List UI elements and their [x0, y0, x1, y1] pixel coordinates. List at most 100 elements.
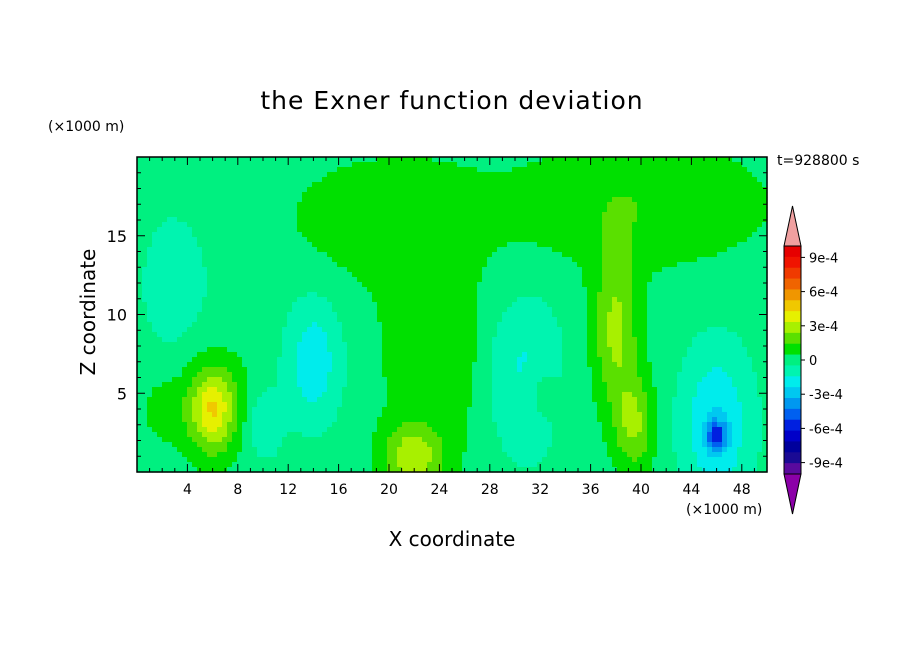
- contour-cell: [367, 202, 373, 208]
- contour-cell: [462, 277, 468, 283]
- contour-cell: [397, 207, 403, 213]
- contour-cell: [582, 197, 588, 203]
- contour-cell: [672, 167, 678, 173]
- contour-cell: [672, 332, 678, 338]
- contour-cell: [197, 267, 203, 273]
- contour-cell: [402, 162, 408, 168]
- contour-cell: [337, 277, 343, 283]
- contour-cell: [172, 282, 178, 288]
- contour-cell: [272, 352, 278, 358]
- contour-cell: [652, 287, 658, 293]
- contour-cell: [172, 172, 178, 178]
- contour-cell: [547, 222, 553, 228]
- contour-cell: [602, 347, 608, 353]
- contour-cell: [677, 162, 683, 168]
- contour-cell: [267, 267, 273, 273]
- contour-cell: [322, 237, 328, 243]
- contour-cell: [527, 287, 533, 293]
- contour-cell: [192, 307, 198, 313]
- contour-cell: [137, 242, 143, 248]
- contour-cell: [672, 212, 678, 218]
- contour-cell: [537, 292, 543, 298]
- contour-cell: [477, 247, 483, 253]
- contour-cell: [667, 222, 673, 228]
- contour-cell: [242, 162, 248, 168]
- contour-cell: [377, 282, 383, 288]
- contour-cell: [427, 302, 433, 308]
- contour-cell: [147, 262, 153, 268]
- contour-cell: [602, 217, 608, 223]
- contour-cell: [667, 217, 673, 223]
- contour-cell: [507, 247, 513, 253]
- contour-cell: [597, 312, 603, 318]
- contour-cell: [382, 172, 388, 178]
- contour-cell: [642, 302, 648, 308]
- contour-cell: [647, 237, 653, 243]
- contour-cell: [497, 212, 503, 218]
- contour-cell: [207, 347, 213, 353]
- contour-cell: [342, 282, 348, 288]
- contour-cell: [517, 222, 523, 228]
- contour-cell: [622, 207, 628, 213]
- contour-cell: [412, 222, 418, 228]
- contour-cell: [272, 162, 278, 168]
- contour-cell: [377, 242, 383, 248]
- contour-cell: [437, 212, 443, 218]
- contour-cell: [357, 192, 363, 198]
- contour-cell: [162, 177, 168, 183]
- contour-cell: [482, 347, 488, 353]
- contour-cell: [502, 252, 508, 258]
- contour-cell: [332, 327, 338, 333]
- contour-cell: [477, 267, 483, 273]
- contour-cell: [442, 212, 448, 218]
- contour-cell: [662, 227, 668, 233]
- contour-cell: [317, 252, 323, 258]
- contour-cell: [617, 312, 623, 318]
- contour-cell: [612, 177, 618, 183]
- contour-cell: [442, 227, 448, 233]
- contour-cell: [247, 217, 253, 223]
- contour-cell: [537, 332, 543, 338]
- contour-cell: [302, 267, 308, 273]
- contour-cell: [342, 277, 348, 283]
- contour-cell: [717, 337, 723, 343]
- contour-cell: [752, 207, 758, 213]
- contour-cell: [452, 197, 458, 203]
- contour-cell: [502, 227, 508, 233]
- contour-cell: [632, 272, 638, 278]
- contour-cell: [497, 157, 503, 163]
- contour-cell: [177, 322, 183, 328]
- contour-cell: [697, 212, 703, 218]
- contour-cell: [652, 197, 658, 203]
- contour-cell: [282, 337, 288, 343]
- contour-cell: [342, 162, 348, 168]
- contour-cell: [642, 252, 648, 258]
- contour-cell: [442, 312, 448, 318]
- contour-cell: [342, 312, 348, 318]
- contour-cell: [277, 292, 283, 298]
- contour-cell: [732, 247, 738, 253]
- contour-cell: [597, 162, 603, 168]
- contour-cell: [182, 282, 188, 288]
- contour-cell: [482, 247, 488, 253]
- contour-cell: [297, 262, 303, 268]
- contour-cell: [327, 267, 333, 273]
- contour-cell: [432, 162, 438, 168]
- contour-cell: [292, 322, 298, 328]
- contour-cell: [162, 157, 168, 163]
- contour-cell: [287, 347, 293, 353]
- contour-cell: [312, 242, 318, 248]
- contour-cell: [312, 207, 318, 213]
- contour-cell: [577, 212, 583, 218]
- contour-cell: [672, 267, 678, 273]
- contour-cell: [257, 177, 263, 183]
- contour-cell: [577, 337, 583, 343]
- contour-cell: [612, 277, 618, 283]
- contour-cell: [247, 237, 253, 243]
- contour-cell: [512, 197, 518, 203]
- contour-cell: [197, 252, 203, 258]
- contour-cell: [507, 257, 513, 263]
- contour-cell: [607, 202, 613, 208]
- contour-cell: [307, 347, 313, 353]
- contour-cell: [147, 187, 153, 193]
